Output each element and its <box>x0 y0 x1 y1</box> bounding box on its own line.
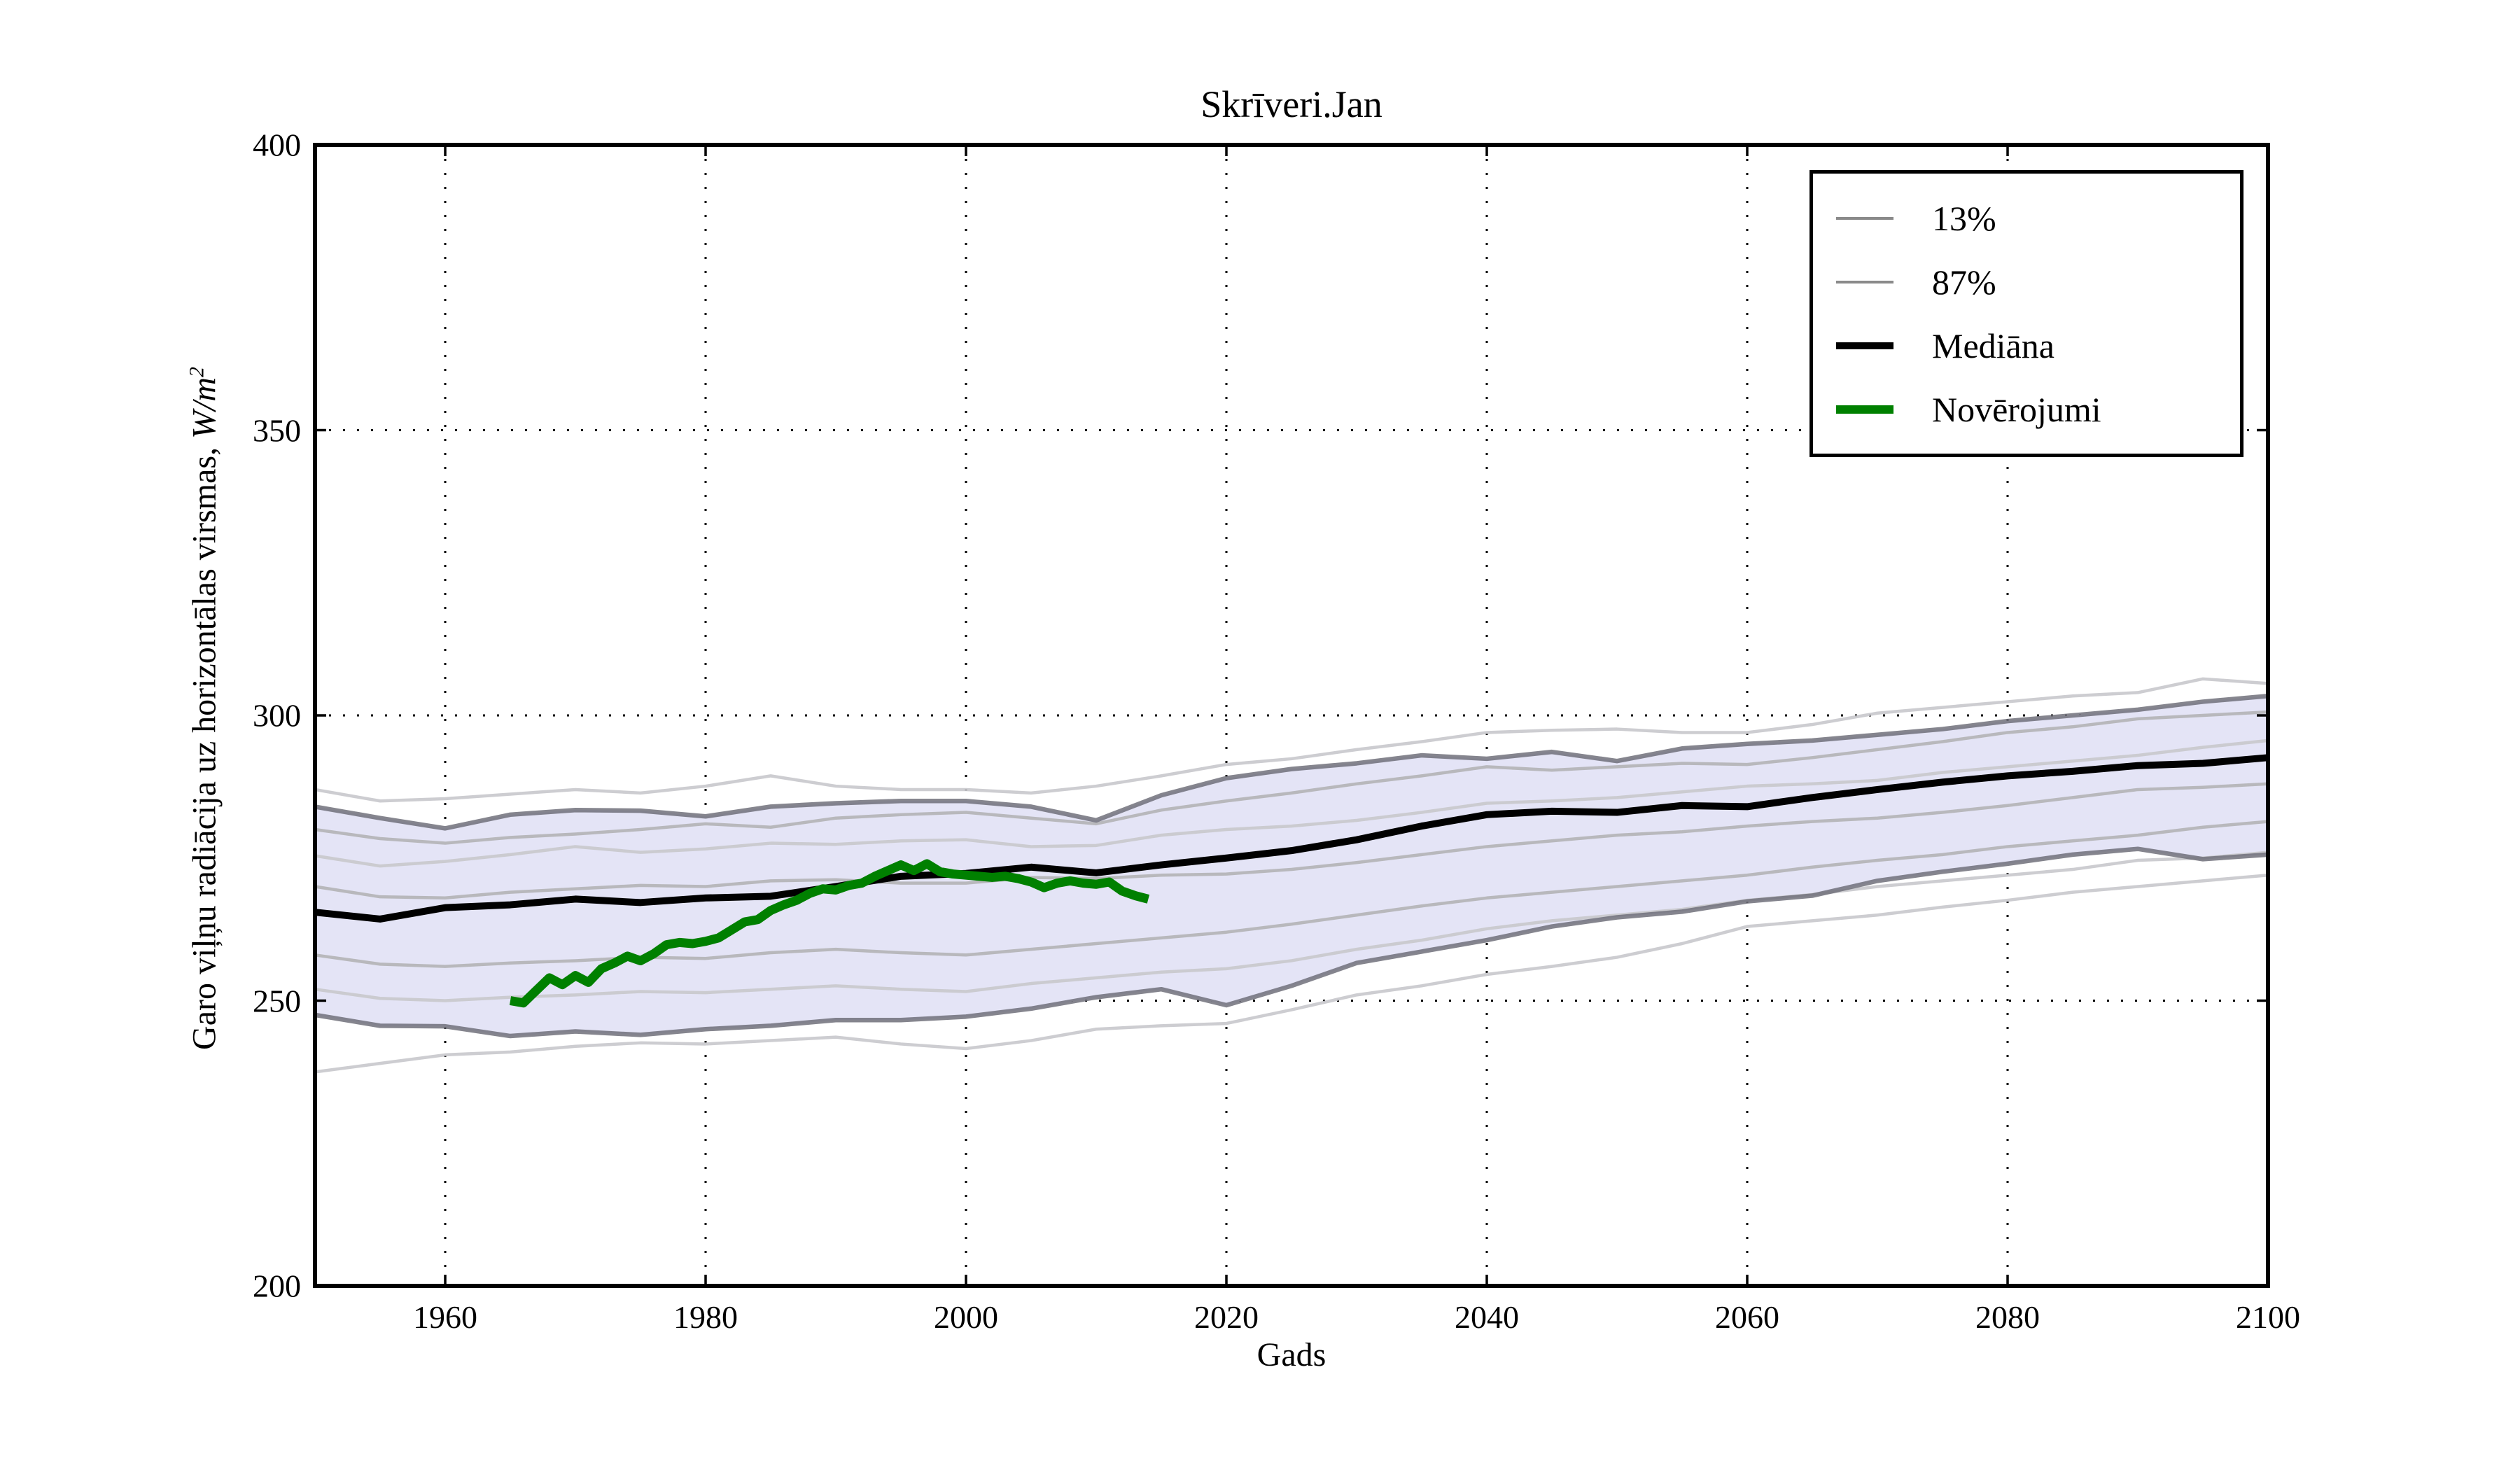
y-tick-label: 300 <box>253 697 301 734</box>
x-tick-label: 1980 <box>673 1299 738 1335</box>
ensemble-7-line <box>314 873 2269 1074</box>
ensemble-4-line <box>314 782 2269 900</box>
x-axis-label: Gads <box>1256 1336 1326 1373</box>
legend-swatch-median-line <box>1836 342 1893 349</box>
legend-label: Novērojumi <box>1932 389 2101 429</box>
y-axis-label-text: Garo viļņu radiācija uz horizontālas vir… <box>186 438 223 1050</box>
ensemble-2-line <box>314 710 2269 845</box>
y-tick-label: 400 <box>253 127 301 163</box>
legend-box: 13% 87% Mediāna Novērojumi <box>1809 170 2244 457</box>
observations-line <box>509 859 1150 1008</box>
percentile-87-line <box>314 694 2269 831</box>
ensemble-6-line <box>314 850 2269 1002</box>
x-tick-label: 2040 <box>1455 1299 1519 1335</box>
legend-item-13pct: 13% <box>1813 201 2240 236</box>
y-tick-label: 350 <box>253 412 301 448</box>
legend-item-noverojumi: Novērojumi <box>1813 392 2240 427</box>
chart-title: Skrīveri.Jan <box>1200 83 1382 125</box>
legend-label: 87% <box>1932 262 1996 302</box>
y-tick-label: 250 <box>253 983 301 1018</box>
x-tick-label: 2000 <box>934 1299 998 1335</box>
x-tick-label: 2080 <box>1975 1299 2040 1335</box>
legend-swatch-87pct-line <box>1836 280 1893 284</box>
legend-label: Mediāna <box>1932 326 2054 365</box>
percentile-13-line <box>314 846 2269 1039</box>
median-line <box>314 754 2269 923</box>
x-tick-label: 2100 <box>2236 1299 2300 1335</box>
legend-label: 13% <box>1932 198 1996 238</box>
legend-item-mediana: Mediāna <box>1813 328 2240 363</box>
ensemble-1-line <box>314 677 2269 803</box>
x-tick-label: 2020 <box>1194 1299 1259 1335</box>
legend-swatch-13pct-line <box>1836 216 1893 220</box>
y-axis-label-exponent: 2 <box>185 367 209 377</box>
ensemble-3-line <box>314 738 2269 868</box>
y-tick-label: 200 <box>253 1268 301 1304</box>
x-tick-label: 2060 <box>1715 1299 1779 1335</box>
legend-item-87pct: 87% <box>1813 265 2240 300</box>
x-tick-label: 1960 <box>413 1299 477 1335</box>
legend-swatch-observations-line <box>1836 405 1893 414</box>
